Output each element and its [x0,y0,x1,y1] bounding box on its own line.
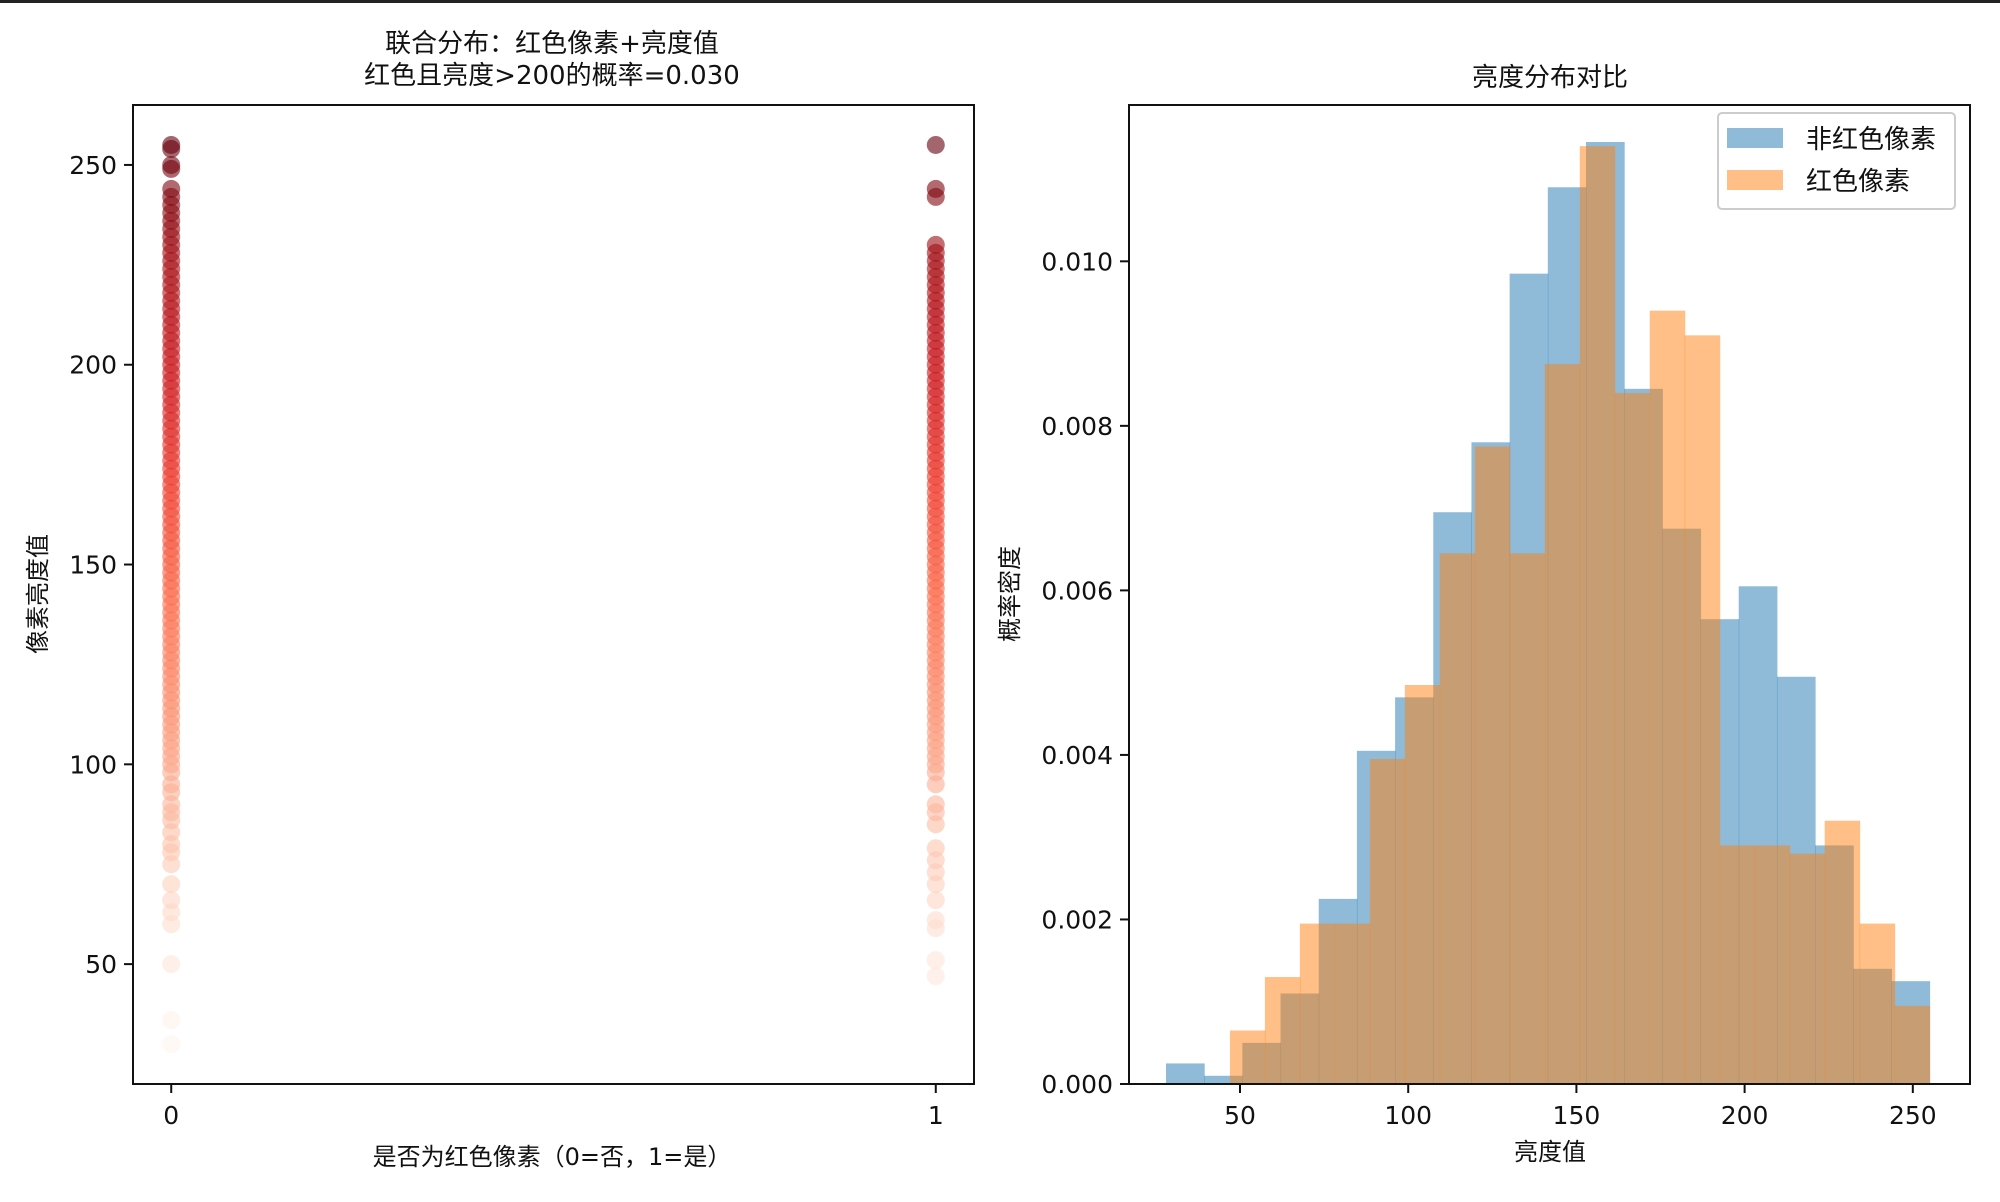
y-tick-label: 0.004 [1041,741,1113,770]
x-tick-label: 50 [1224,1101,1256,1130]
scatter-point [162,179,181,198]
histogram-bar [1439,553,1476,1084]
histogram-bar [1579,146,1616,1084]
histogram-bar [1229,1030,1266,1084]
scatter-point [926,891,945,910]
histogram-bar [1684,335,1721,1085]
histogram-bar [1719,845,1756,1084]
y-tick-label: 0.006 [1041,576,1113,605]
histogram-bar [1334,923,1371,1084]
scatter-point [926,951,945,970]
histogram-bar [1614,392,1651,1084]
scatter-point [926,235,945,254]
y-tick-label: 0.002 [1041,905,1113,934]
y-tick-label: 150 [69,551,117,580]
scatter-point [926,795,945,814]
scatter-point [162,891,181,910]
x-tick-label: 1 [928,1101,944,1130]
histogram-bar [1789,853,1826,1084]
histogram-bar [1264,977,1301,1084]
scatter-point [926,967,945,986]
histogram-bar [1824,820,1861,1084]
y-tick-label: 0.008 [1041,412,1113,441]
y-tick-label: 0.010 [1041,247,1113,276]
scatter-axes-frame [132,104,975,1085]
histogram-x-ticks: 50 100 150 200 250 [1224,1084,1937,1130]
scatter-point [926,179,945,198]
scatter-point [162,155,181,174]
histogram-bar [1204,1075,1243,1084]
scatter-point [162,1011,181,1030]
histogram-bar [1299,923,1336,1084]
scatter-point [926,135,945,154]
histogram-bar [1166,1063,1205,1084]
histogram-y-axis-label: 概率密度 [996,546,1024,642]
histogram-bar [1404,684,1441,1084]
y-tick-label: 0.000 [1041,1070,1113,1099]
y-tick-label: 200 [69,351,117,380]
histogram-bar [1544,364,1581,1084]
legend-label-red: 红色像素 [1806,167,1910,197]
histogram-legend: 非红色像素 红色像素 [1717,112,1956,210]
histogram-axes-frame [1128,104,1971,1085]
x-tick-label: 0 [163,1101,179,1130]
scatter-point [162,875,181,894]
histogram-panel: 亮度分布对比 50 100 150 200 250 0.0000.0020.0040.0… [996,63,1971,1166]
scatter-point [162,135,181,154]
scatter-point [926,911,945,930]
histogram-bar [1754,845,1791,1084]
x-tick-label: 200 [1721,1101,1769,1130]
scatter-title: 联合分布：红色像素+亮度值 [385,29,719,59]
scatter-point [926,839,945,858]
scatter-point [162,955,181,974]
y-tick-label: 100 [69,750,117,779]
window-top-border [0,0,2000,3]
legend-label-non-red: 非红色像素 [1806,125,1936,155]
histogram-series-1 [1229,146,1931,1085]
scatter-subtitle: 红色且亮度>200的概率=0.030 [364,61,740,91]
histogram-bar [1369,759,1406,1084]
x-tick-label: 150 [1553,1101,1601,1130]
y-tick-label: 50 [85,950,117,979]
histogram-x-axis-label: 亮度值 [1514,1138,1586,1166]
histogram-bar [1859,923,1896,1084]
histogram-bar [1894,1005,1931,1084]
histogram-bars [1166,142,1931,1085]
scatter-y-ticks: 50 100 150 200 250 [69,151,133,979]
histogram-bar [1649,310,1686,1085]
scatter-point [162,1035,181,1054]
histogram-y-ticks: 0.000 0.002 0.004 0.006 0.008 0.010 [1041,247,1129,1099]
y-tick-label: 250 [69,151,117,180]
histogram-bar [1474,446,1511,1084]
legend-swatch-non-red [1727,128,1783,148]
histogram-bar [1509,553,1546,1084]
histogram-title: 亮度分布对比 [1472,63,1628,93]
scatter-y-axis-label: 像素亮度值 [24,534,52,654]
x-tick-label: 100 [1384,1101,1432,1130]
legend-swatch-red [1727,170,1783,190]
scatter-x-axis-label: 是否为红色像素（0=否，1=是） [373,1143,732,1171]
x-tick-label: 250 [1889,1101,1937,1130]
scatter-points [162,135,945,1054]
